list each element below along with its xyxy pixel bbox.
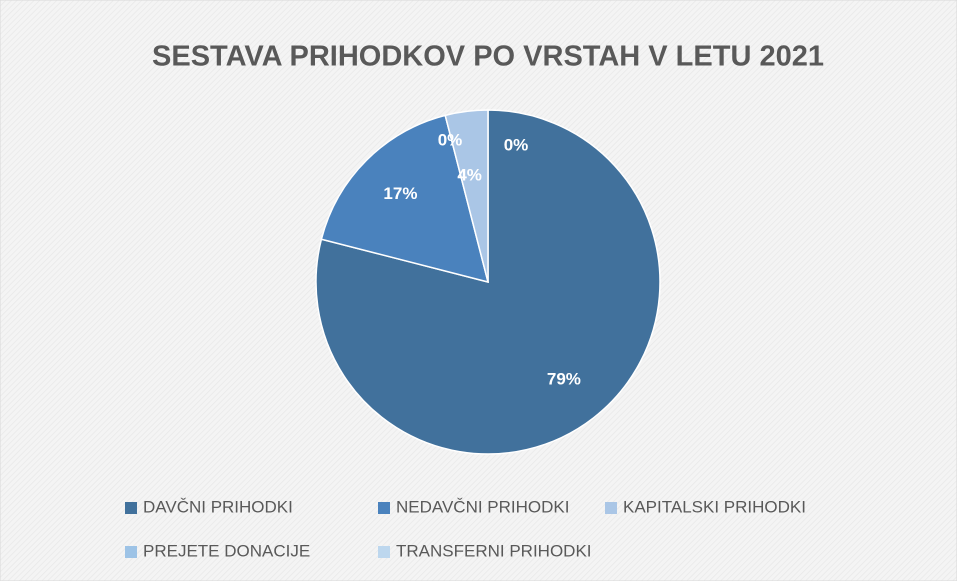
pie-slice <box>320 114 490 284</box>
data-label: 0% <box>504 135 529 154</box>
data-label: 0% <box>438 130 463 149</box>
data-label: 17% <box>383 184 417 203</box>
legend-swatch <box>125 546 137 558</box>
legend-swatch <box>378 546 390 558</box>
data-label: 79% <box>547 369 581 388</box>
legend-label: NEDAVČNI PRIHODKI <box>396 497 570 516</box>
data-label: 4% <box>457 166 482 185</box>
legend-label: DAVČNI PRIHODKI <box>143 497 293 516</box>
legend-swatch <box>605 502 617 514</box>
legend-swatch <box>125 502 137 514</box>
chart-title: SESTAVA PRIHODKOV PO VRSTAH V LETU 2021 <box>152 41 824 73</box>
pie-slice <box>444 109 489 283</box>
legend-swatch <box>378 502 390 514</box>
legend-label: KAPITALSKI PRIHODKI <box>623 497 806 516</box>
legend-label: PREJETE DONACIJE <box>143 541 310 560</box>
legend-label: TRANSFERNI PRIHODKI <box>396 541 592 560</box>
